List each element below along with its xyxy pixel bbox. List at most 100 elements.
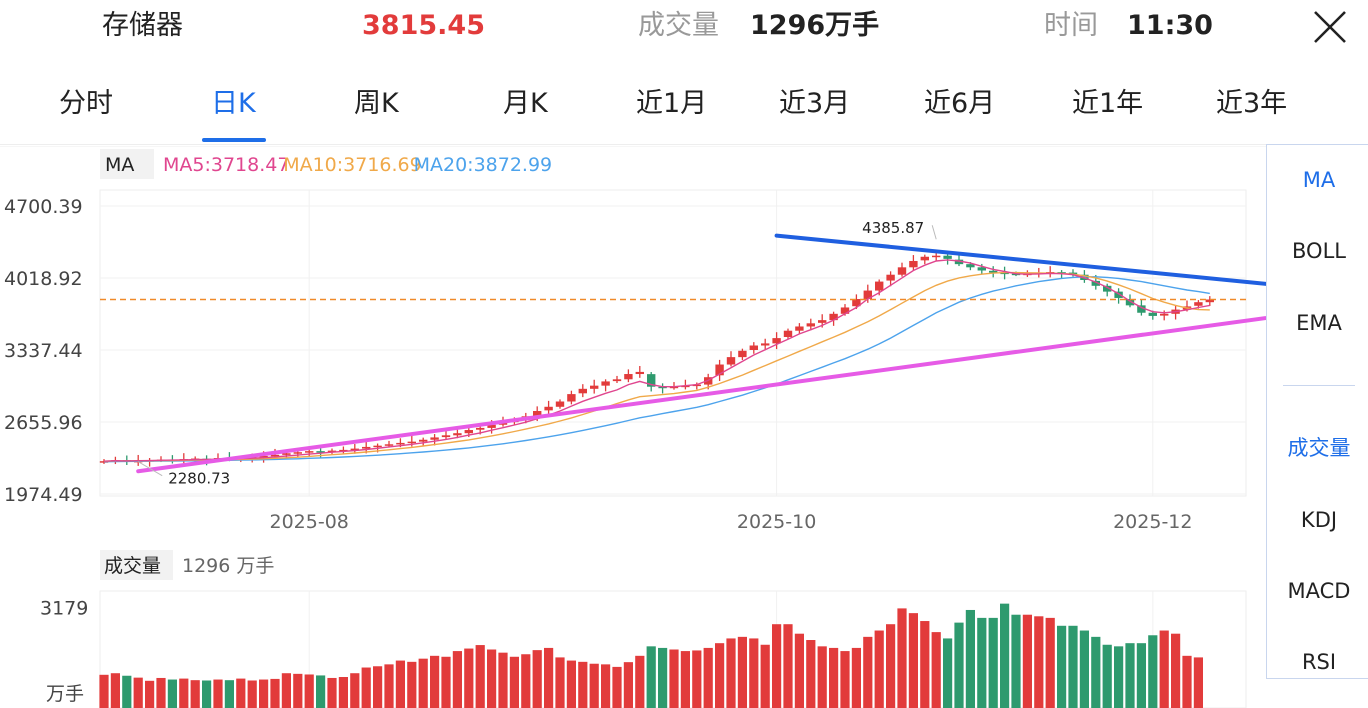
volume-bar	[361, 667, 371, 708]
candle-body	[1000, 272, 1009, 275]
indicator-ma[interactable]: MA	[1302, 168, 1336, 192]
volume-bar	[1193, 657, 1203, 708]
candle-body	[647, 374, 656, 387]
tab-6-months[interactable]: 近6月	[924, 88, 996, 119]
indicator-macd[interactable]: MACD	[1287, 579, 1351, 603]
candle-body	[920, 256, 929, 261]
volume-bar	[863, 636, 873, 708]
tab-3-months[interactable]: 近3月	[779, 88, 851, 119]
indicator-boll[interactable]: BOLL	[1292, 239, 1346, 263]
ma5-legend: MA5:3718.47	[163, 154, 289, 176]
volume-bar	[373, 666, 383, 708]
date-axis-tick: 2025-10	[737, 511, 816, 533]
indicator-volume[interactable]: 成交量	[1287, 436, 1351, 460]
support-trendline	[136, 315, 1266, 474]
candle-body	[407, 441, 416, 444]
volume-bar	[1159, 630, 1169, 708]
volume-bar	[1068, 625, 1078, 708]
volume-bar	[726, 638, 736, 708]
volume-bar	[99, 674, 109, 708]
candle-body	[1103, 285, 1112, 292]
volume-bar	[1011, 614, 1021, 708]
active-tab-underline	[202, 138, 266, 142]
volume-bar	[259, 679, 269, 708]
quote-header: 存储器 3815.45 成交量 1296万手 时间 11:30	[0, 0, 1368, 54]
ma10-legend: MA10:3716.69	[283, 154, 422, 176]
volume-bar	[635, 655, 645, 708]
volume-bar	[224, 680, 234, 708]
volume-bar	[1034, 616, 1044, 708]
candle-body	[384, 444, 394, 446]
candle-body	[886, 274, 895, 281]
price-axis-tick: 1974.49	[4, 484, 83, 506]
volume-bar	[384, 664, 394, 708]
price-axis-tick: 4018.92	[4, 268, 83, 290]
volume-bar	[897, 608, 907, 708]
volume-bar	[1000, 603, 1010, 708]
volume-bar	[395, 660, 405, 708]
tab-weekly-k[interactable]: 周K	[354, 88, 399, 119]
candle-body	[99, 461, 109, 463]
volume-bar	[1182, 655, 1192, 708]
volume-bar	[840, 651, 850, 708]
volume-bar	[430, 655, 440, 708]
extreme-pointer	[137, 461, 163, 477]
candle-body	[419, 439, 428, 442]
tab-1-month[interactable]: 近1月	[636, 88, 708, 119]
candle-body	[590, 385, 599, 389]
volume-bar	[441, 656, 451, 708]
volume-bar	[1171, 633, 1181, 708]
volume-plot-frame	[99, 590, 1247, 708]
volume-bar	[931, 632, 941, 708]
tabs-divider	[0, 144, 1368, 145]
volume-tag-bg	[100, 550, 173, 580]
volume-bar	[452, 651, 462, 708]
candle-body	[840, 307, 850, 314]
tab-1-year[interactable]: 近1年	[1072, 88, 1144, 119]
volume-bar	[190, 680, 200, 708]
volume-bar	[943, 638, 953, 708]
volume-bar	[213, 679, 223, 708]
volume-bar	[1057, 625, 1067, 708]
volume-bar	[1102, 644, 1112, 708]
volume-bar	[122, 675, 132, 708]
volume-bar	[680, 651, 690, 708]
close-icon[interactable]	[1312, 9, 1348, 45]
candle-body	[1148, 312, 1157, 316]
volume-bar	[829, 647, 839, 708]
indicator-kdj[interactable]: KDJ	[1300, 508, 1338, 532]
candle-body	[339, 449, 348, 452]
candle-body	[1194, 302, 1203, 306]
candle-body	[692, 384, 701, 387]
candle-body	[1125, 299, 1135, 306]
candle-body	[875, 281, 884, 291]
candle-body	[282, 453, 291, 455]
candle-body	[761, 343, 770, 346]
tab-daily-k[interactable]: 日K	[211, 88, 256, 119]
kline-chart[interactable]: 4700.39 4018.92 3337.44 2655.96 1974.49 2025-…	[0, 146, 1266, 708]
candle-body	[772, 338, 781, 344]
volume-bar	[156, 677, 166, 708]
tab-monthly-k[interactable]: 月K	[503, 88, 548, 119]
indicator-ema[interactable]: EMA	[1296, 311, 1342, 335]
candle-body	[476, 427, 485, 430]
volume-axis-unit: 万手	[46, 683, 84, 705]
volume-bar	[350, 673, 360, 708]
volume-bar	[954, 622, 964, 708]
candle-body	[578, 388, 587, 394]
volume-bar	[475, 645, 485, 708]
candle-body	[897, 267, 907, 275]
candle-body	[464, 430, 473, 434]
tab-intraday[interactable]: 分时	[59, 88, 113, 119]
candle-body	[350, 448, 359, 451]
volume-bar	[202, 680, 212, 708]
candle-body	[327, 450, 337, 453]
ma10-line	[103, 271, 1210, 462]
volume-bar	[487, 649, 497, 708]
volume-bar	[760, 644, 770, 708]
volume-value: 1296万手	[750, 10, 880, 41]
volume-bar	[236, 678, 246, 708]
volume-bar	[589, 663, 599, 708]
indicator-rsi[interactable]: RSI	[1301, 650, 1337, 674]
tab-3-years[interactable]: 近3年	[1216, 88, 1288, 119]
